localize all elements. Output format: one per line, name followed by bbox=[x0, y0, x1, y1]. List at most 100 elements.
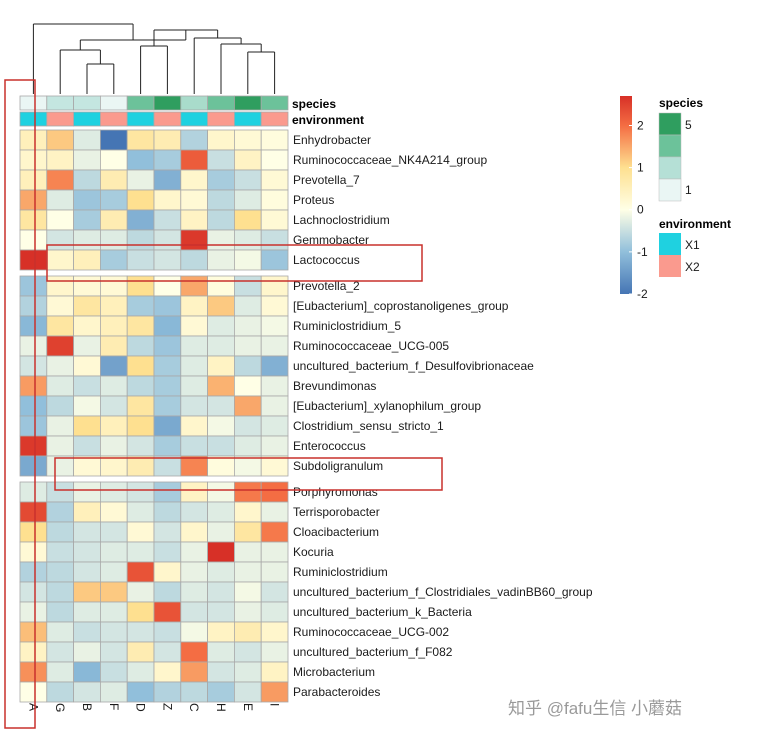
heatmap-cell bbox=[126, 169, 155, 191]
heatmap-cell bbox=[207, 249, 235, 271]
heatmap-cell bbox=[46, 541, 74, 563]
heatmap-cell bbox=[19, 415, 48, 437]
heatmap-cell bbox=[180, 501, 209, 523]
heatmap-cell bbox=[73, 229, 101, 251]
heatmap-cell bbox=[126, 681, 155, 703]
heatmap-cell bbox=[207, 395, 235, 417]
heatmap-cell bbox=[100, 149, 128, 171]
heatmap-cell bbox=[180, 275, 209, 297]
heatmap-cell bbox=[100, 661, 128, 683]
heatmap-cell bbox=[180, 581, 209, 603]
heatmap-cell bbox=[153, 415, 182, 437]
heatmap-cell bbox=[207, 315, 235, 337]
annotation-cell bbox=[19, 95, 48, 111]
column-label: A bbox=[26, 703, 40, 711]
heatmap-cell bbox=[100, 275, 128, 297]
legends: 2 1 0 -1 -2 species 5 1 environment X1 X2 bbox=[620, 96, 731, 301]
heatmap-cell bbox=[100, 481, 128, 503]
heatmap-cell bbox=[180, 481, 209, 503]
heatmap-cell bbox=[46, 249, 74, 271]
heatmap-cell bbox=[73, 415, 101, 437]
environment-legend-title: environment bbox=[659, 217, 731, 231]
heatmap-cell bbox=[153, 621, 182, 643]
heatmap-cell bbox=[100, 315, 128, 337]
heatmap-cell bbox=[73, 581, 101, 603]
heatmap-cell bbox=[100, 209, 128, 231]
heatmap-cell bbox=[126, 275, 155, 297]
highlight-box-column bbox=[4, 79, 36, 729]
column-label: B bbox=[80, 703, 94, 711]
heatmap-cell bbox=[46, 335, 74, 357]
heatmap-cell bbox=[180, 315, 209, 337]
heatmap-cell bbox=[19, 229, 48, 251]
heatmap-cell bbox=[260, 395, 289, 417]
species-legend-title: species bbox=[659, 96, 703, 110]
heatmap-cell bbox=[207, 375, 235, 397]
heatmap-cell bbox=[233, 481, 262, 503]
heatmap-cell bbox=[233, 641, 262, 663]
heatmap-cell bbox=[233, 541, 262, 563]
heatmap-cell bbox=[260, 621, 289, 643]
row-label: Prevotella_2 bbox=[293, 279, 360, 293]
heatmap-cell bbox=[180, 661, 209, 683]
heatmap-cell bbox=[100, 295, 128, 317]
heatmap-cell bbox=[19, 375, 48, 397]
heatmap-cell bbox=[233, 661, 262, 683]
heatmap-cell bbox=[180, 229, 209, 251]
column-label: G bbox=[53, 703, 67, 712]
heatmap-cell bbox=[153, 435, 182, 457]
heatmap-cell bbox=[100, 355, 128, 377]
heatmap-cell bbox=[73, 275, 101, 297]
heatmap-cell bbox=[46, 415, 74, 437]
heatmap-cell bbox=[153, 149, 182, 171]
heatmap-cell bbox=[233, 129, 262, 151]
heatmap-cell bbox=[153, 681, 182, 703]
heatmap-cell bbox=[207, 641, 235, 663]
heatmap-cell bbox=[46, 375, 74, 397]
heatmap-cell bbox=[73, 661, 101, 683]
heatmap-cell bbox=[180, 295, 209, 317]
heatmap-cell bbox=[126, 189, 155, 211]
heatmap-cell bbox=[46, 295, 74, 317]
heatmap-cell bbox=[126, 415, 155, 437]
heatmap-cell bbox=[233, 295, 262, 317]
heatmap-cell bbox=[126, 621, 155, 643]
heatmap-cell bbox=[153, 275, 182, 297]
heatmap-cell bbox=[153, 295, 182, 317]
heatmap-cell bbox=[207, 149, 235, 171]
heatmap-cell bbox=[153, 501, 182, 523]
heatmap-cell bbox=[73, 395, 101, 417]
heatmap-cell bbox=[73, 455, 101, 477]
heatmap-cell bbox=[153, 481, 182, 503]
row-label: Enhydrobacter bbox=[293, 133, 371, 147]
annotation-cell bbox=[233, 95, 262, 111]
species-legend-tick-label: 5 bbox=[685, 118, 692, 132]
heatmap-cell bbox=[260, 335, 289, 357]
heatmap-cell bbox=[207, 455, 235, 477]
heatmap-cell bbox=[19, 561, 48, 583]
heatmap-cell bbox=[126, 315, 155, 337]
heatmap-cell bbox=[207, 541, 235, 563]
heatmap-cell bbox=[46, 355, 74, 377]
heatmap-cell bbox=[233, 681, 262, 703]
heatmap-cell bbox=[19, 295, 48, 317]
heatmap-cell bbox=[19, 621, 48, 643]
annotation-cell bbox=[233, 111, 262, 127]
heatmap-cell bbox=[126, 295, 155, 317]
annotation-cell bbox=[73, 95, 101, 111]
heatmap-cell bbox=[260, 521, 289, 543]
heatmap-cell bbox=[233, 415, 262, 437]
heatmap-cell bbox=[73, 295, 101, 317]
color-scale-tick-label: 1 bbox=[637, 161, 644, 175]
column-label: H bbox=[214, 703, 228, 712]
heatmap-cell bbox=[233, 169, 262, 191]
heatmap-cell bbox=[180, 455, 209, 477]
heatmap-cell bbox=[207, 521, 235, 543]
heatmap-cell bbox=[73, 481, 101, 503]
heatmap-cell bbox=[126, 395, 155, 417]
heatmap-cell bbox=[126, 129, 155, 151]
row-label: Ruminiclostridium_5 bbox=[293, 319, 401, 333]
heatmap-cell bbox=[207, 561, 235, 583]
heatmap-cell bbox=[153, 209, 182, 231]
